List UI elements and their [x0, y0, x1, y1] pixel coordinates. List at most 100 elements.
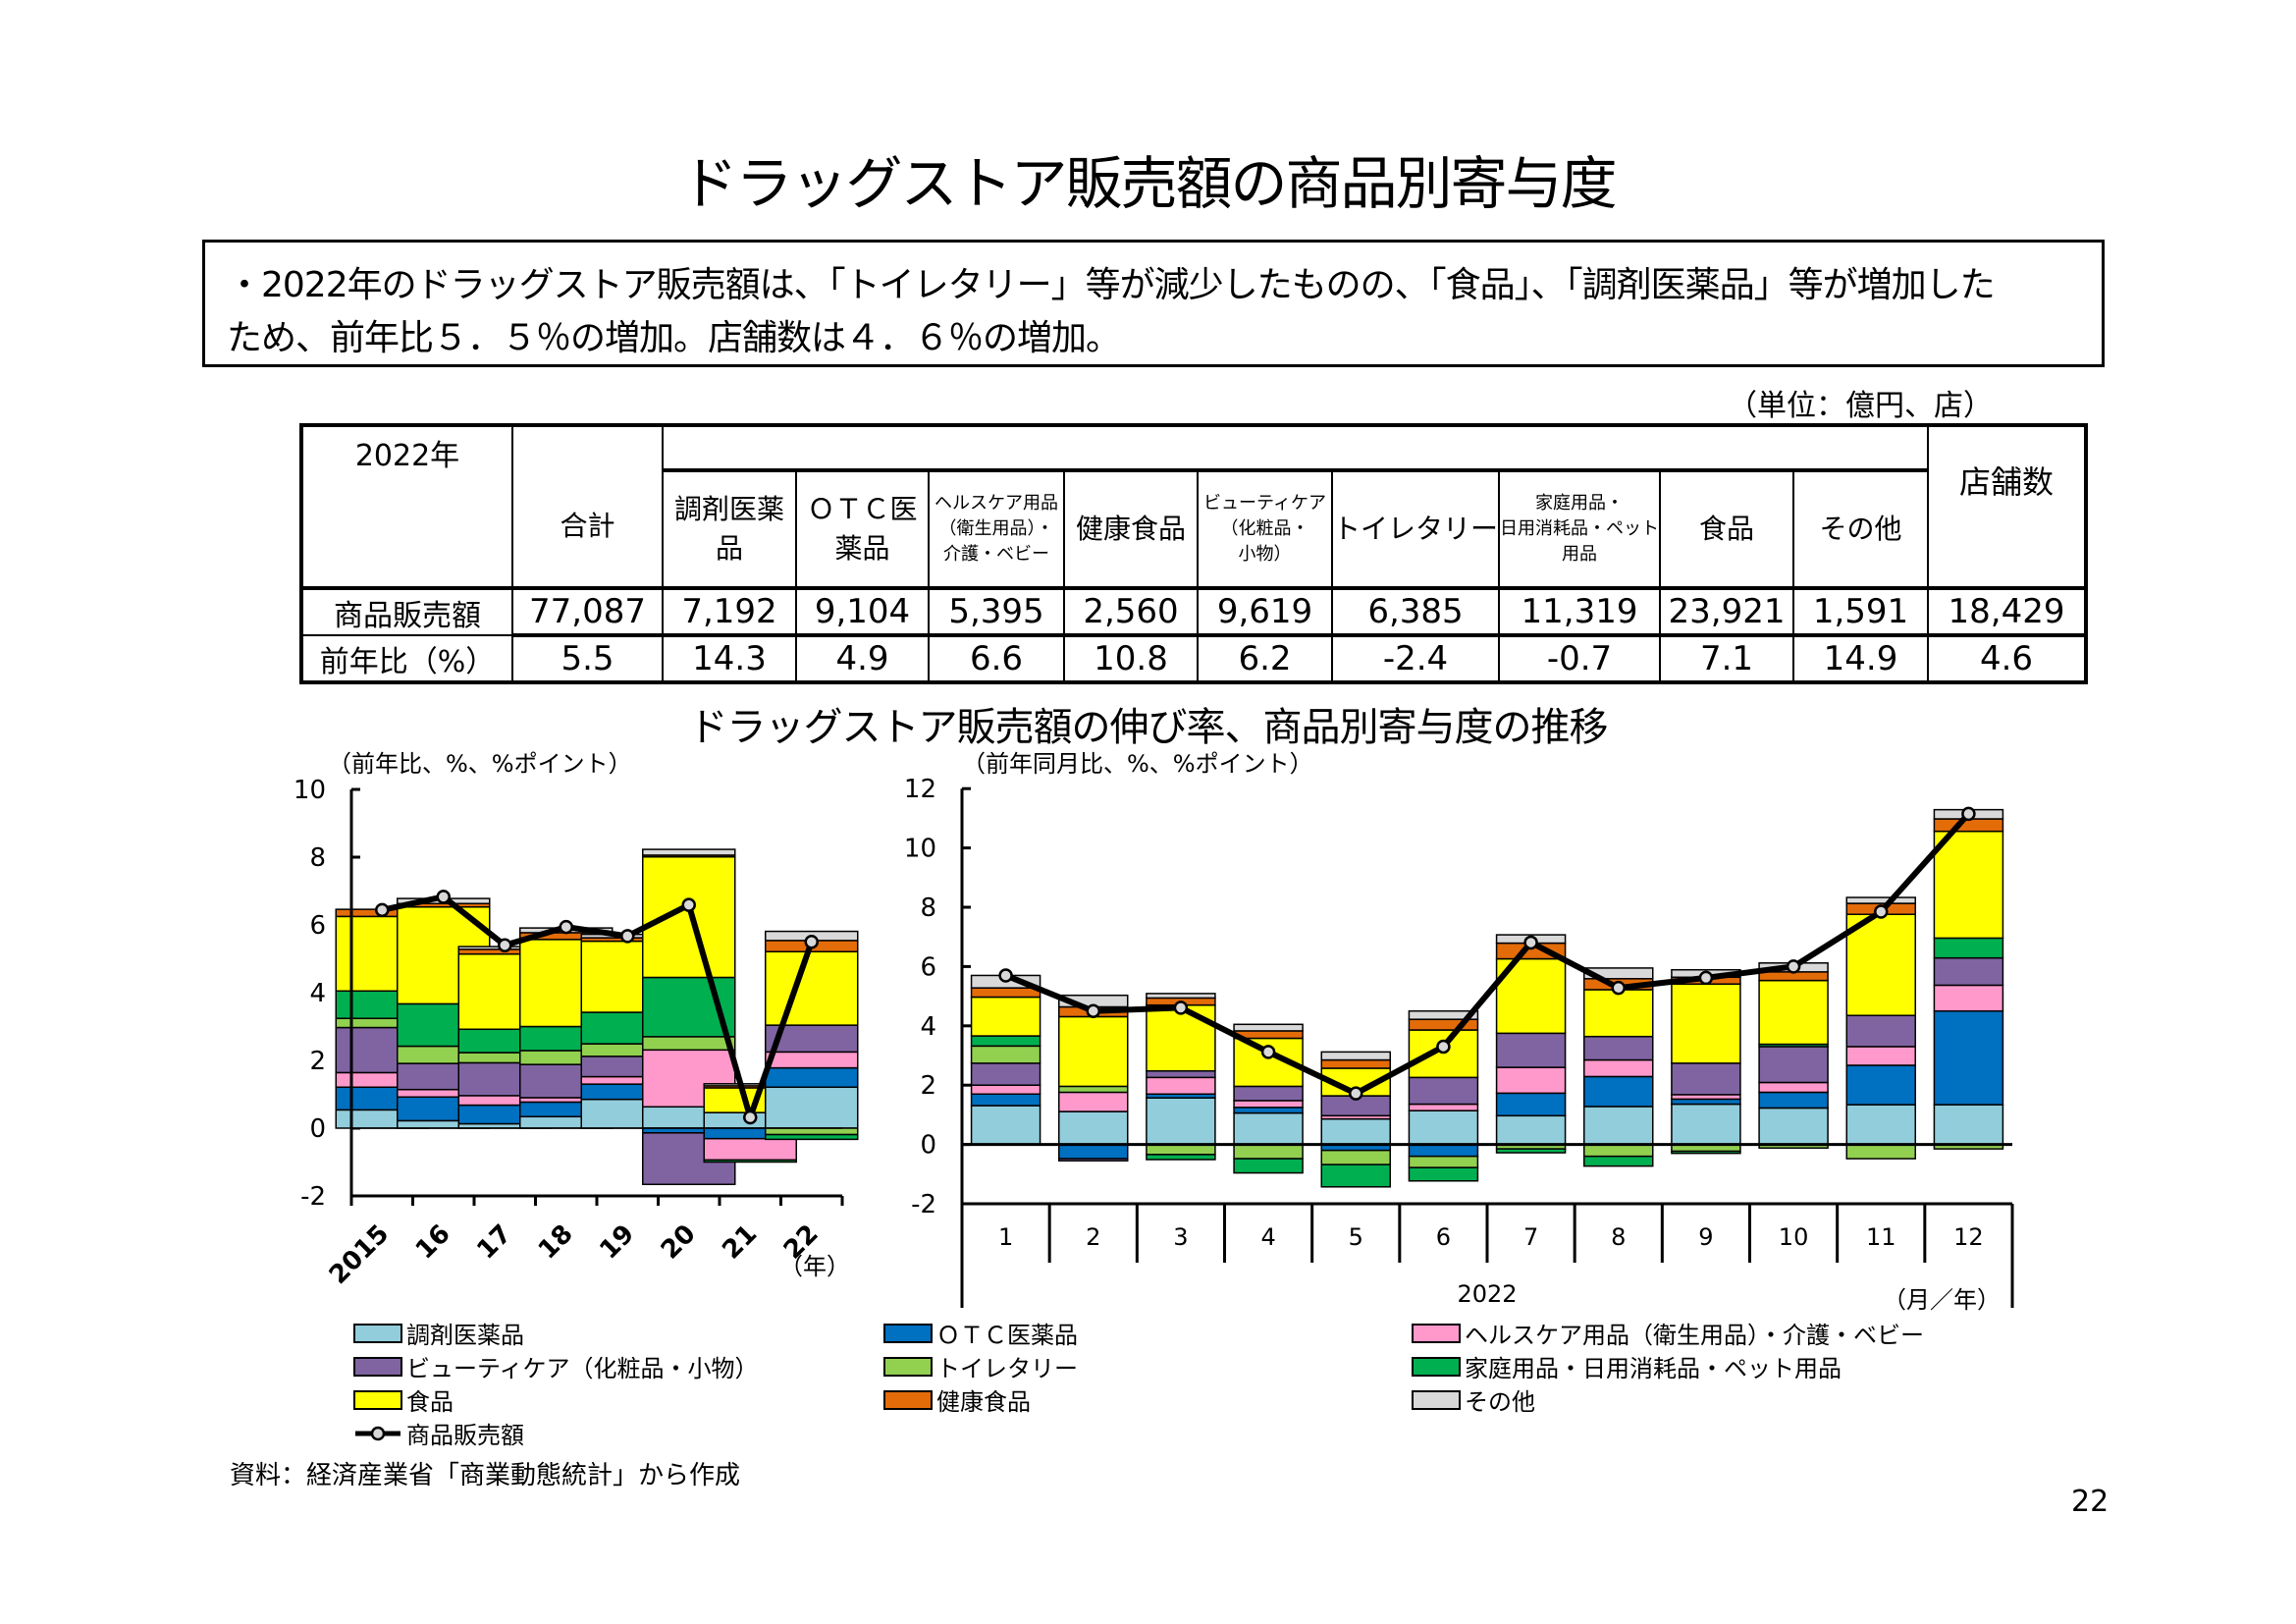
- legend-swatch: [353, 1389, 402, 1410]
- bar-segment-otc: [1058, 1143, 1129, 1160]
- bar-segment-household: [1320, 1164, 1391, 1188]
- chart-unit-label: （前年同月比、%、%ポイント）: [962, 750, 1313, 778]
- legend-label: ビューティケア（化粧品・小物）: [406, 1355, 759, 1382]
- legend-item-food: 食品: [353, 1382, 454, 1417]
- bar-segment-food: [1845, 913, 1916, 1016]
- bar-segment-toiletry: [1845, 1143, 1916, 1160]
- bar-segment-food: [1671, 983, 1741, 1064]
- legend-swatch: [883, 1389, 933, 1410]
- legend-label: 商品販売額: [406, 1422, 524, 1449]
- legend-swatch: [883, 1323, 933, 1343]
- bar-segment-otc: [1233, 1107, 1304, 1114]
- legend-swatch: [883, 1356, 933, 1377]
- x-tick-label: 18: [533, 1219, 579, 1266]
- summary-table: 2022年 合計 店舗数 調剤医薬品 ＯＴＣ医 薬品 ヘルスケア用品 （衛生用品）・ 介護・ベビ…: [299, 423, 2089, 684]
- bar-segment-otc: [1845, 1064, 1916, 1106]
- summary-line-1: ・2022年のドラッグストア販売額は、「トイレタリー」等が減少したものの、「食品…: [227, 265, 1996, 305]
- bar-segment-beauty: [1671, 1062, 1741, 1096]
- bar-segment-other: [1408, 1009, 1479, 1020]
- total-sales-line: [381, 893, 815, 1120]
- bar-segment-beauty: [1495, 1032, 1567, 1068]
- legend-swatch: [353, 1356, 402, 1377]
- legend-item-household: 家庭用品・日用消耗品・ペット用品: [1412, 1349, 1842, 1383]
- bar-segment-food: [765, 950, 859, 1026]
- bar-segment-chozai: [1933, 1104, 2004, 1146]
- bar-segment-otc: [1495, 1092, 1567, 1117]
- total-sales-point: [681, 897, 696, 912]
- bar-segment-health: [703, 1137, 797, 1162]
- table-col-header-line: 食品: [1699, 513, 1755, 545]
- table-cell: 7.1: [1659, 633, 1795, 683]
- legend-label: 健康食品: [936, 1388, 1031, 1416]
- table-col-header: ビューティケア （化粧品・ 小物）: [1197, 469, 1333, 589]
- table-col-header: 店舗数: [1927, 424, 2088, 589]
- table-cell: 4.9: [795, 633, 930, 683]
- x-tick-label: 10: [1779, 1223, 1809, 1251]
- table-row: 商品販売額 77,087 7,192 9,104 5,395 2,560 9,619 6,38…: [300, 586, 2088, 636]
- bar-segment-household: [1408, 1166, 1479, 1182]
- table-header-spacer: [661, 424, 1930, 472]
- table-col-header-line: 薬品: [834, 532, 890, 565]
- legend-swatch: [1412, 1389, 1461, 1410]
- bar-segment-beauty: [1408, 1076, 1479, 1106]
- bar-segment-household: [970, 1035, 1041, 1048]
- legend-marker: [370, 1426, 386, 1440]
- total-sales-point: [1611, 980, 1626, 996]
- table-col-header-line: 用品: [1562, 544, 1598, 565]
- bar-segment-other: [642, 848, 736, 856]
- bar-segment-food: [642, 855, 736, 979]
- bar-segment-otc: [1583, 1075, 1654, 1108]
- y-tick-label: 12: [904, 775, 936, 804]
- bar-segment-household: [703, 1159, 797, 1164]
- table-col-header: 調剤医薬品: [662, 469, 797, 589]
- total-sales-point: [375, 902, 390, 918]
- bar-segment-health: [1758, 1081, 1829, 1094]
- table-cell: 1,591: [1792, 586, 1930, 636]
- table-cell: 14.9: [1792, 633, 1930, 683]
- table-cell: 18,429: [1927, 586, 2088, 636]
- bar-segment-household: [1146, 1154, 1216, 1161]
- legend-item-total: 商品販売額: [353, 1416, 524, 1450]
- table-col-header-line: 調剤医薬: [673, 493, 784, 525]
- legend-item-healthfood: 健康食品: [883, 1382, 1031, 1417]
- table-col-header-line: （化粧品・: [1220, 518, 1309, 539]
- chart-unit-label: （前年比、%、%ポイント）: [328, 750, 632, 778]
- legend-item-otc: ＯＴＣ医薬品: [883, 1316, 1078, 1350]
- bar-segment-toiletry: [1320, 1149, 1391, 1165]
- bar-segment-food: [1583, 989, 1654, 1038]
- table-cell: 7,192: [662, 586, 797, 636]
- legend-swatch: [1412, 1323, 1461, 1343]
- table-cell: -2.4: [1330, 633, 1501, 683]
- x-tick-label: 4: [1260, 1223, 1275, 1251]
- x-tick-label: 17: [471, 1219, 517, 1266]
- bar-segment-otc: [1671, 1098, 1741, 1106]
- table-cell: -0.7: [1498, 633, 1662, 683]
- legend-item-toiletry: トイレタリー: [883, 1349, 1078, 1383]
- table-col-header-line: ヘルスケア用品: [934, 493, 1058, 514]
- y-tick-label: 10: [294, 776, 326, 805]
- table-col-header: 食品: [1659, 469, 1795, 589]
- table-col-header-line: トイレタリー: [1333, 513, 1499, 545]
- bar-segment-household: [1671, 1150, 1741, 1155]
- table-col-header-line: ＯＴＣ医: [807, 493, 918, 525]
- bar-segment-health: [1583, 1058, 1654, 1078]
- legend-label: ＯＴＣ医薬品: [936, 1322, 1078, 1349]
- bar-segment-otc: [1758, 1091, 1829, 1110]
- page-number: 22: [2071, 1485, 2109, 1519]
- line-marker-icon: [355, 1426, 400, 1440]
- source-note: 資料：経済産業省「商業動態統計」から作成: [230, 1461, 741, 1490]
- legend-label: 調剤医薬品: [406, 1322, 524, 1349]
- bar-segment-beauty: [1233, 1085, 1304, 1102]
- legend-item-health: ヘルスケア用品（衛生用品）・介護・ベビー: [1412, 1316, 1924, 1350]
- bar-segment-beauty: [1058, 1158, 1129, 1162]
- y-tick-label: -2: [300, 1182, 326, 1212]
- bar-segment-healthfood: [1320, 1058, 1391, 1069]
- bar-segment-household: [765, 1133, 859, 1141]
- x-tick-label: 1: [998, 1223, 1013, 1251]
- table-cell: 6.2: [1197, 633, 1333, 683]
- table-cell: 14.3: [662, 633, 797, 683]
- legend-label: その他: [1465, 1388, 1535, 1416]
- total-sales-point: [1173, 1001, 1189, 1015]
